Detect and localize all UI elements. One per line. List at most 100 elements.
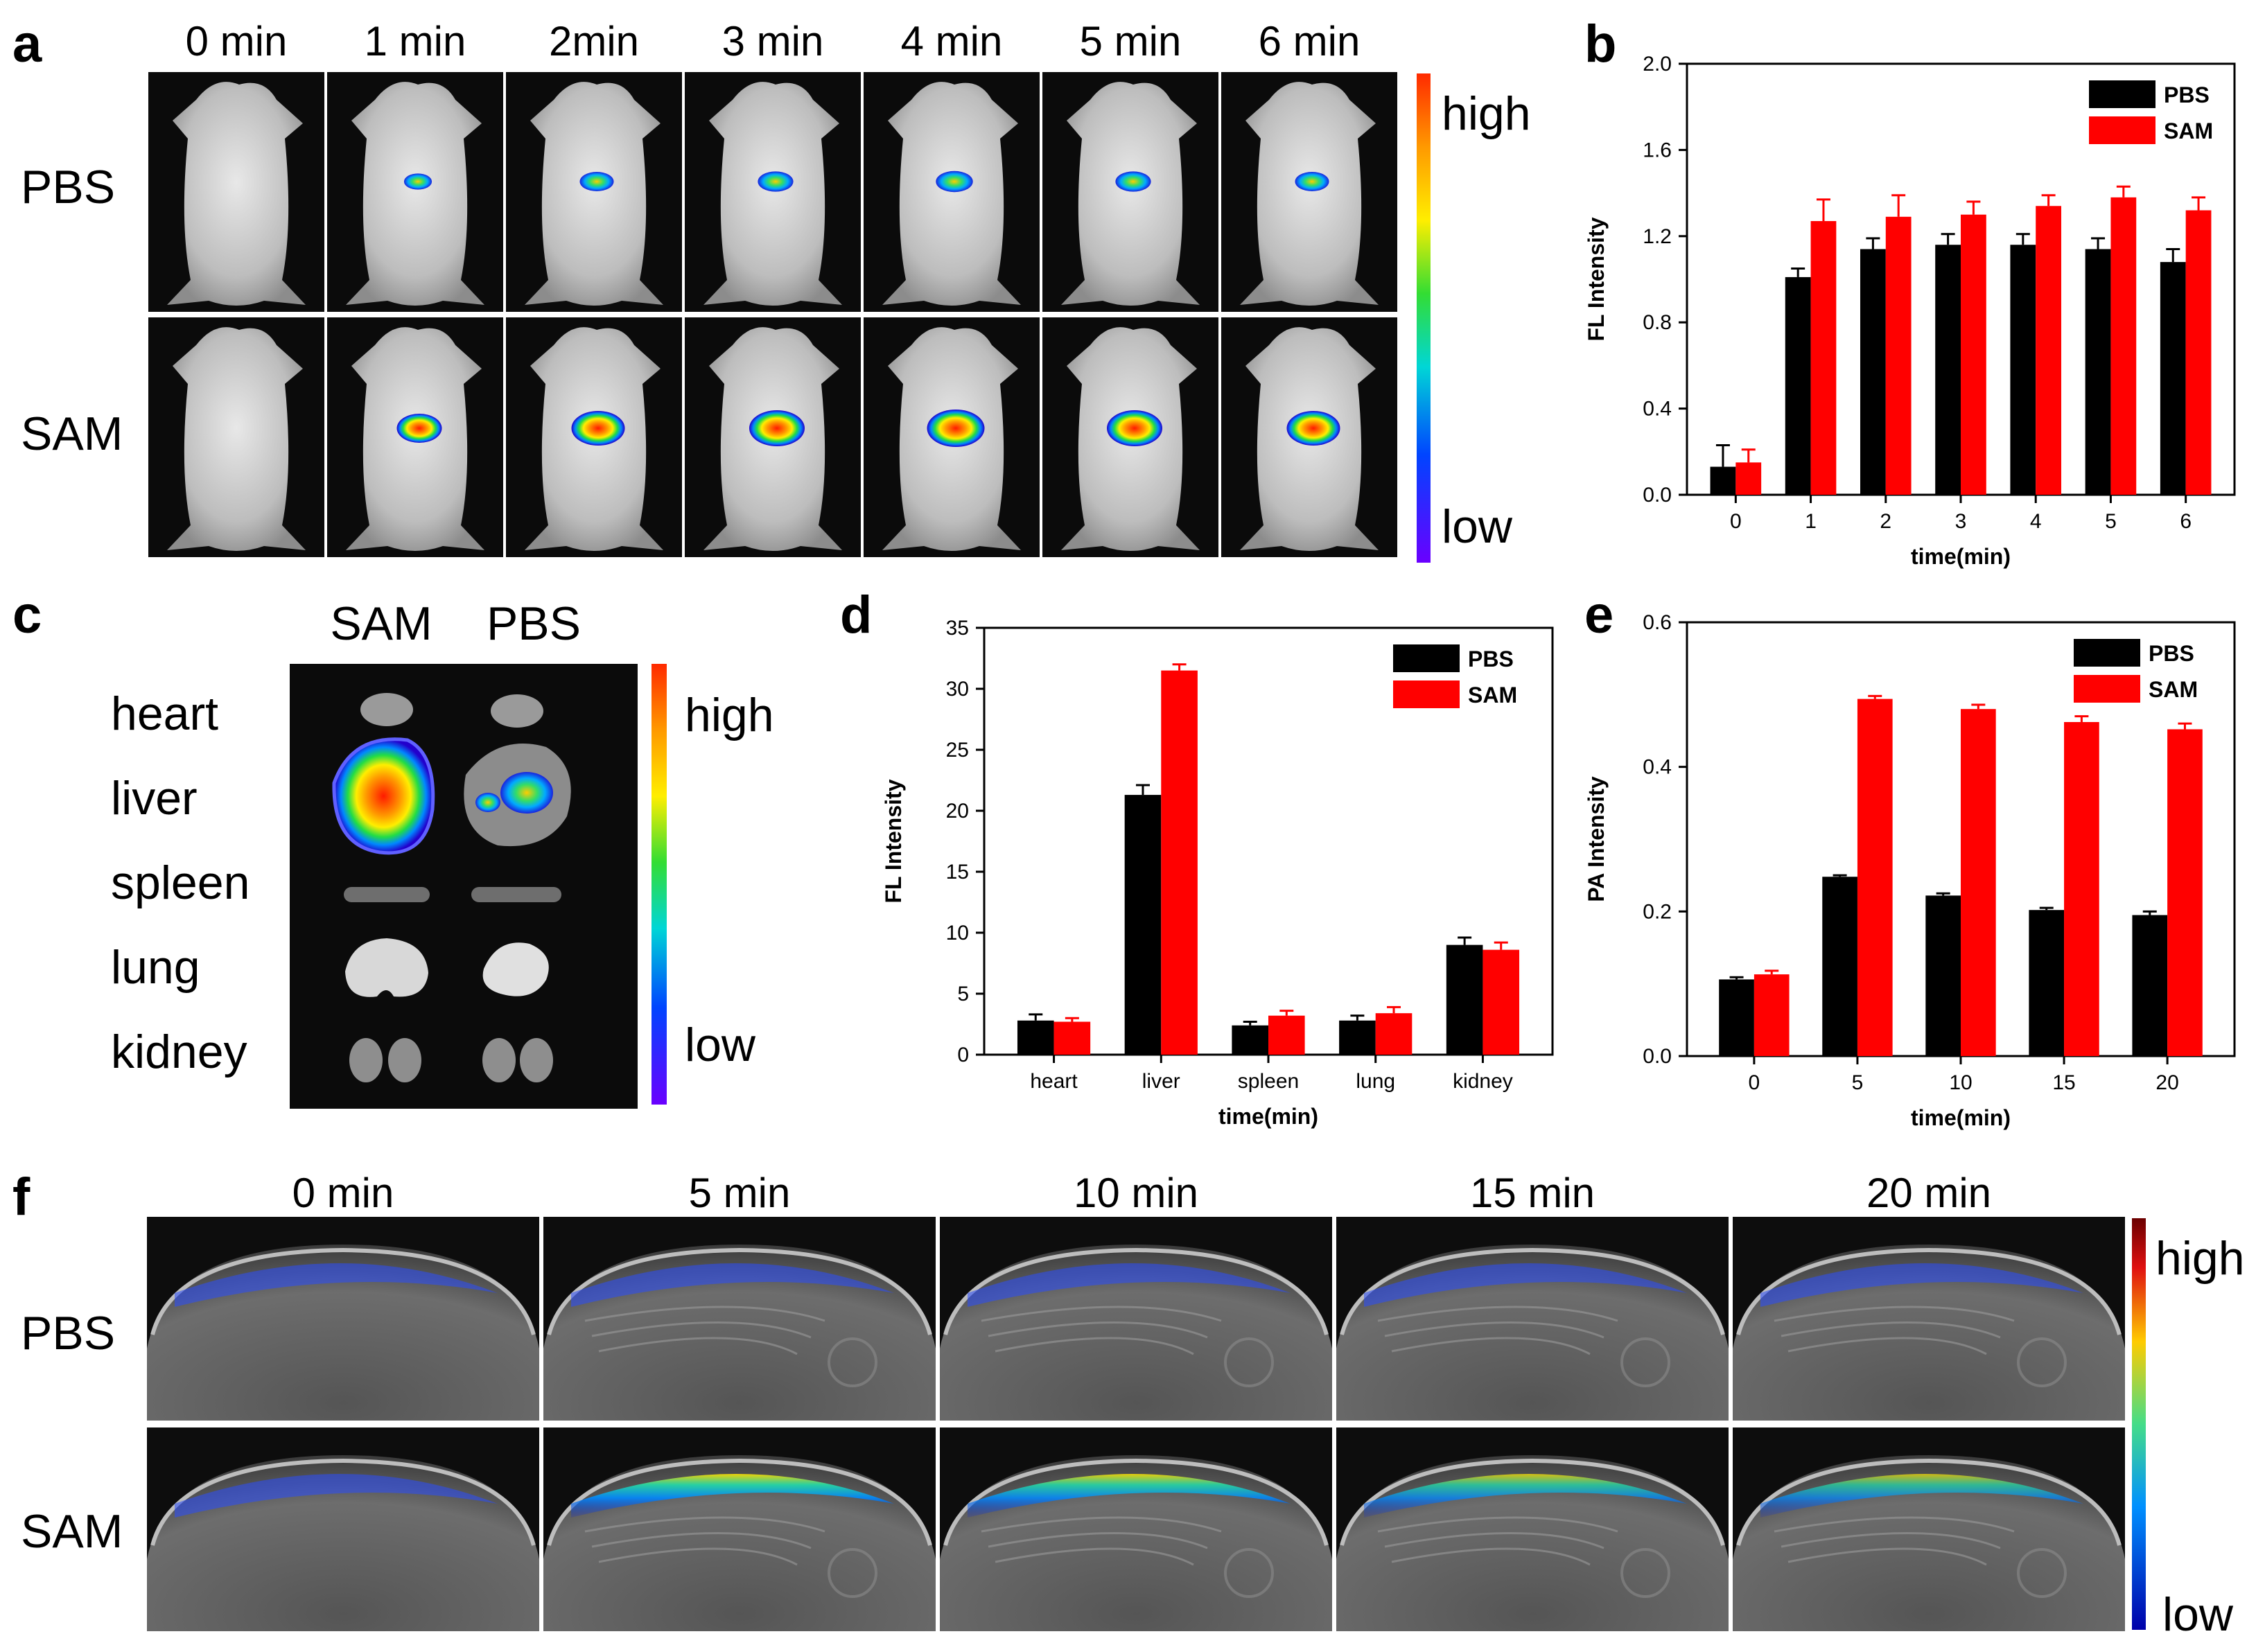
bar-pbs xyxy=(1860,249,1886,495)
organ-label-heart: heart xyxy=(111,687,218,740)
bar-pbs xyxy=(1446,944,1483,1055)
panel-d-label: d xyxy=(840,586,873,644)
panel-c-colorbar-low: low xyxy=(685,1019,756,1071)
mouse-silhouette xyxy=(525,82,663,306)
pa-signal-band xyxy=(968,1474,1291,1518)
panel-a-colorbar xyxy=(1417,73,1431,563)
x-tick-label: 4 xyxy=(2030,510,2042,533)
pa-signal-band xyxy=(571,1474,894,1518)
legend-swatch-sam xyxy=(1393,680,1460,708)
fluorescence-signal xyxy=(403,173,432,190)
y-tick-label: 0.4 xyxy=(1643,756,1672,779)
organ-outline xyxy=(1391,1547,1591,1566)
organ-outline xyxy=(1224,1337,1274,1387)
bar-sam xyxy=(2185,210,2212,495)
panel-e-chart: 0.0 0.2 0.4 0.6 0 5 10 15 20 time(min) PA Intensit… xyxy=(1587,611,2236,1130)
panel-f-label: f xyxy=(12,1168,30,1227)
panel-b-chart: 0.0 0.4 0.8 1.2 1.6 2.0 0 1 2 3 4 5 6 time(min) FL Int… xyxy=(1587,53,2236,569)
x-tick-label: liver xyxy=(1142,1070,1180,1093)
panel-a-label: a xyxy=(12,15,42,73)
legend-label-pbs: PBS xyxy=(2164,82,2210,107)
organ-outline xyxy=(981,1306,1222,1322)
pa-image-sam xyxy=(1733,1427,2125,1631)
kidney-sam-right xyxy=(388,1038,421,1082)
y-tick-label: 20 xyxy=(946,800,969,823)
mouse-silhouette xyxy=(167,327,306,551)
y-tick-label: 25 xyxy=(946,739,969,762)
bar-pbs xyxy=(1822,877,1857,1056)
panel-c-colorbar xyxy=(651,664,667,1105)
y-tick-label: 0.2 xyxy=(1643,900,1672,923)
skin-boundary xyxy=(150,1247,536,1335)
panel-f-row-pbs: PBS xyxy=(21,1307,116,1360)
bar-pbs xyxy=(2085,249,2111,495)
panel-c-colorbar-high: high xyxy=(685,689,774,741)
heart-sam xyxy=(360,693,413,726)
x-tick-label: heart xyxy=(1030,1070,1078,1093)
bar-sam xyxy=(1810,221,1837,495)
organ-outline xyxy=(591,1532,812,1549)
bar-sam xyxy=(1961,214,1986,495)
y-tick-label: 5 xyxy=(957,983,969,1005)
organ-outline xyxy=(1781,1532,2001,1549)
organ-outline xyxy=(995,1547,1194,1566)
bar-pbs xyxy=(1124,795,1162,1055)
panel-f-time-header: 10 min xyxy=(1073,1170,1199,1216)
y-tick-label: 1.2 xyxy=(1643,225,1672,248)
panel-c-label: c xyxy=(12,586,42,644)
mouse-silhouette xyxy=(1061,82,1200,306)
organ-label-liver: liver xyxy=(111,772,198,825)
fluorescence-signal xyxy=(758,171,794,192)
mouse-silhouette xyxy=(346,82,484,306)
mouse-image-sam xyxy=(148,317,324,557)
organ-outline xyxy=(2017,1548,2067,1598)
panel-f-time-header: 20 min xyxy=(1866,1170,1992,1216)
x-tick-label: 15 xyxy=(2052,1071,2075,1094)
panel-a-time-header: 4 min xyxy=(900,18,1003,64)
fluorescence-signal xyxy=(927,410,985,447)
panel-e-label: e xyxy=(1584,586,1614,644)
panel-c-col-sam: SAM xyxy=(330,597,432,650)
bar-pbs xyxy=(1785,276,1811,495)
bar-sam xyxy=(1375,1013,1413,1055)
y-tick-label: 35 xyxy=(946,617,969,640)
mouse-image-sam xyxy=(506,317,682,557)
skin-boundary xyxy=(150,1458,536,1546)
x-tick-label: 0 xyxy=(1749,1071,1760,1094)
skin-boundary xyxy=(1736,1458,2122,1546)
bar-pbs xyxy=(1339,1020,1376,1055)
pa-image-sam xyxy=(940,1427,1332,1631)
pa-image-pbs xyxy=(1336,1217,1729,1421)
panel-b-label: b xyxy=(1584,15,1617,73)
spleen-sam xyxy=(344,887,430,902)
pa-signal-band xyxy=(1364,1474,1687,1518)
skin-boundary xyxy=(1340,1458,1725,1546)
panel-f-row-sam: SAM xyxy=(21,1505,123,1558)
pa-signal-band xyxy=(1364,1263,1687,1307)
spleen-pbs xyxy=(471,887,561,902)
skin-boundary xyxy=(1340,1247,1725,1335)
x-axis-label: time(min) xyxy=(1911,1105,2011,1130)
pa-signal-band xyxy=(1760,1263,2083,1307)
legend-label-sam: SAM xyxy=(2149,677,2198,702)
x-tick-label: 10 xyxy=(1949,1071,1972,1094)
y-axis-label: PA Intensity xyxy=(1587,776,1609,902)
organ-outline xyxy=(1384,1321,1604,1339)
x-tick-label: 5 xyxy=(2105,510,2117,533)
mouse-image-sam xyxy=(864,317,1040,557)
panel-f-time-header: 15 min xyxy=(1469,1170,1595,1216)
x-tick-label: 2 xyxy=(1880,510,1891,533)
bar-sam xyxy=(2064,721,2099,1056)
y-tick-label: 30 xyxy=(946,678,969,701)
organ-outline xyxy=(1224,1548,1274,1598)
pa-image-sam xyxy=(543,1427,936,1631)
pa-image-pbs xyxy=(1733,1217,2125,1421)
bar-sam xyxy=(1885,216,1912,495)
y-tick-label: 0.0 xyxy=(1643,484,1672,507)
organ-outline xyxy=(591,1321,812,1339)
organ-outline xyxy=(1774,1516,2015,1533)
skin-boundary xyxy=(547,1458,932,1546)
x-tick-label: 20 xyxy=(2155,1071,2178,1094)
panel-f-colorbar-high: high xyxy=(2155,1232,2245,1285)
legend-label-sam: SAM xyxy=(2164,118,2213,143)
